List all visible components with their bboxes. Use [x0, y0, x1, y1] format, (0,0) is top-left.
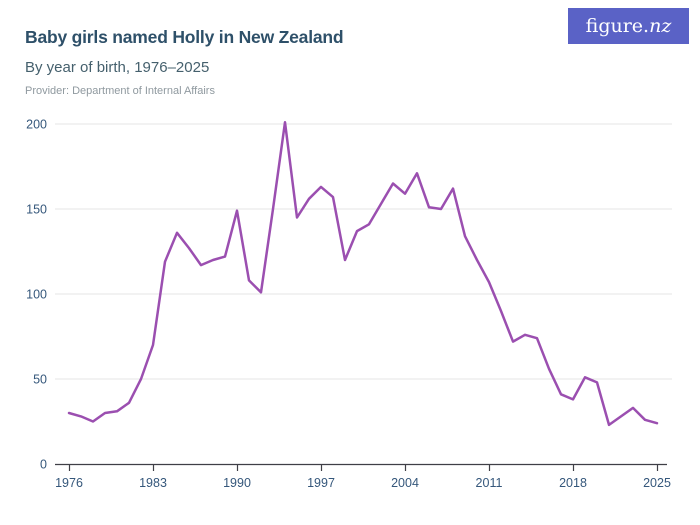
y-axis-label: 0 [40, 458, 47, 472]
x-axis-label: 2018 [559, 476, 587, 490]
data-line-holly [67, 121, 659, 427]
x-axis-label: 2011 [476, 476, 503, 490]
figure-nz-logo[interactable]: figure. nz [568, 8, 689, 44]
x-axis-label: 1990 [223, 476, 251, 490]
y-axis-label: 50 [33, 373, 47, 387]
page-title: Baby girls named Holly in New Zealand [25, 27, 344, 47]
logo-text-accent: nz [649, 15, 672, 37]
x-axis-label: 2004 [391, 476, 419, 490]
x-axis-label: 1976 [55, 476, 83, 490]
x-axis-label: 1983 [139, 476, 167, 490]
provider-label: Provider: Department of Internal Affairs [25, 85, 215, 97]
x-axis-label: 1997 [307, 476, 335, 490]
y-axis-label: 200 [26, 118, 47, 132]
x-axis-label: 2025 [643, 476, 671, 490]
page-subtitle: By year of birth, 1976–2025 [25, 59, 210, 76]
logo-text-main: figure. [585, 15, 650, 37]
y-axis-label: 100 [26, 288, 47, 302]
y-axis-label: 150 [26, 203, 47, 217]
